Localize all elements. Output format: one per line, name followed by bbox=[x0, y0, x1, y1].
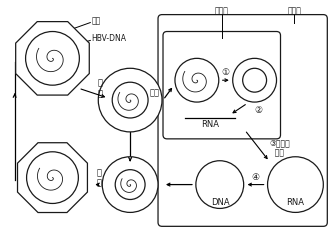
Circle shape bbox=[98, 68, 162, 132]
Polygon shape bbox=[17, 143, 88, 213]
Text: RNA: RNA bbox=[287, 198, 304, 207]
Text: ③合成核
  衣壳: ③合成核 衣壳 bbox=[269, 138, 290, 158]
Text: 细胞质: 细胞质 bbox=[288, 6, 301, 15]
Text: 细胞核: 细胞核 bbox=[215, 6, 229, 15]
Text: 衣壳: 衣壳 bbox=[91, 16, 101, 25]
FancyBboxPatch shape bbox=[158, 15, 327, 226]
Circle shape bbox=[27, 152, 78, 204]
Text: ④: ④ bbox=[252, 173, 260, 182]
Text: ①: ① bbox=[222, 68, 230, 77]
Circle shape bbox=[243, 68, 266, 92]
Circle shape bbox=[102, 157, 158, 213]
Text: 穿
入: 穿 入 bbox=[98, 79, 103, 98]
Text: 脱壳: 脱壳 bbox=[150, 89, 160, 98]
Text: RNA: RNA bbox=[201, 120, 219, 129]
Text: HBV-DNA: HBV-DNA bbox=[91, 34, 126, 43]
Circle shape bbox=[175, 58, 219, 102]
Text: DNA: DNA bbox=[212, 198, 230, 207]
Text: 释
放: 释 放 bbox=[96, 168, 101, 187]
Polygon shape bbox=[16, 22, 89, 95]
Circle shape bbox=[26, 31, 79, 85]
FancyBboxPatch shape bbox=[163, 31, 281, 139]
Circle shape bbox=[267, 157, 323, 213]
Circle shape bbox=[112, 82, 148, 118]
Circle shape bbox=[115, 170, 145, 200]
Circle shape bbox=[233, 58, 277, 102]
Circle shape bbox=[196, 161, 244, 208]
Text: ②: ② bbox=[255, 106, 263, 115]
